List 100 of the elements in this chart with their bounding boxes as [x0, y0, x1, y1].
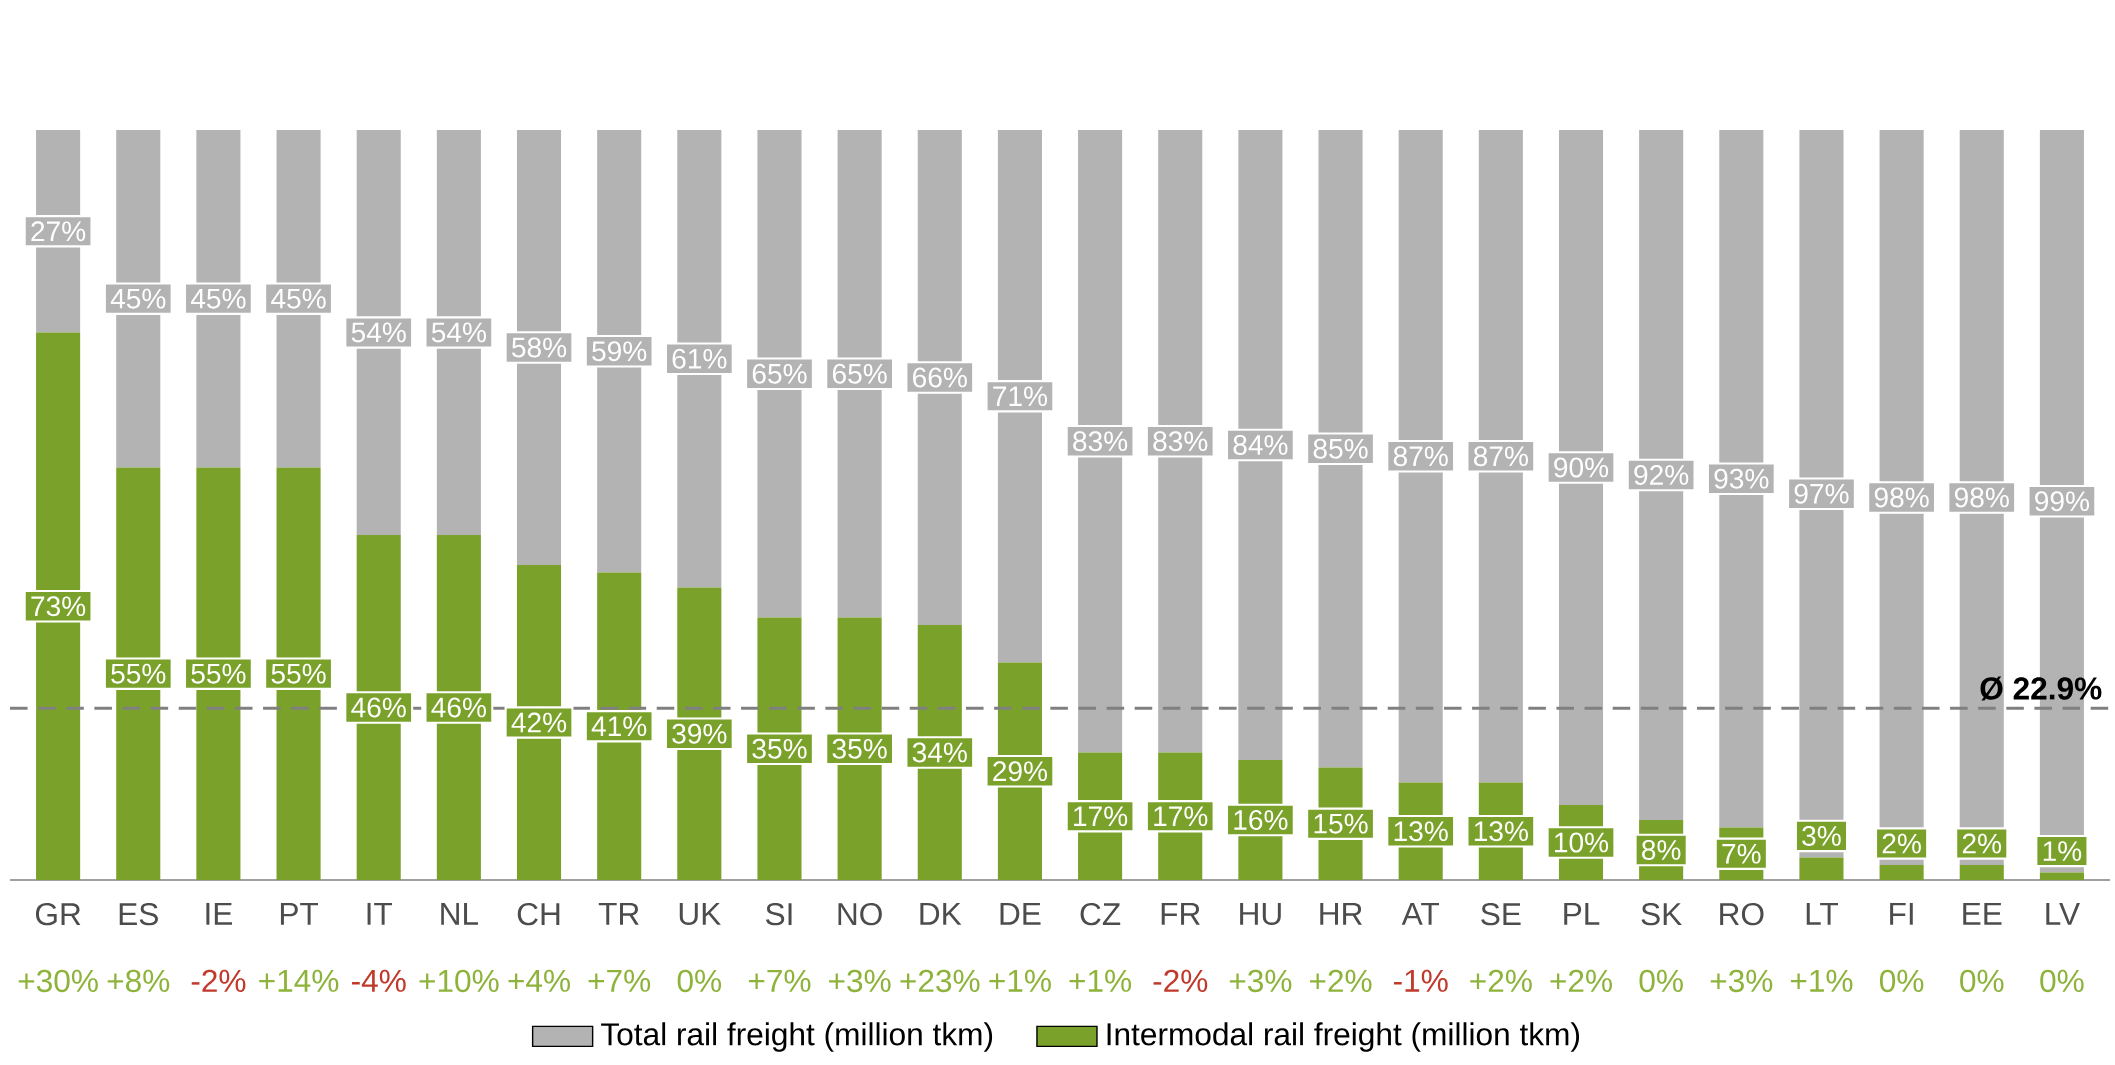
data-label: 17%	[1154, 806, 1208, 827]
data-label: 58%	[511, 337, 567, 358]
x-tick-label: NO	[838, 902, 882, 926]
x-tick-label: FI	[1890, 902, 1913, 925]
data-label: 46%	[351, 697, 406, 718]
data-label: 17%	[1074, 806, 1128, 827]
data-label: 54%	[431, 322, 486, 343]
legend-label: Intermodal rail freight (million tkm)	[1107, 1022, 1580, 1052]
x-tick-label: RO	[1720, 902, 1764, 926]
text: +2%	[1550, 969, 1612, 992]
text: -2%	[191, 969, 246, 992]
data-label: 42%	[511, 712, 567, 733]
text: 0%	[1960, 969, 2004, 993]
data-label: 13%	[1474, 821, 1528, 842]
x-tick-label: ES	[119, 902, 158, 926]
text: -1%	[1394, 969, 1448, 992]
data-label: 92%	[1634, 465, 1689, 485]
text: +3%	[829, 969, 891, 993]
data-label: 45%	[271, 288, 326, 309]
data-label: 39%	[672, 723, 727, 744]
data-label: 15%	[1314, 813, 1368, 834]
x-tick-label: FR	[1161, 902, 1200, 925]
x-tick-label: HR	[1320, 902, 1362, 925]
x-tick-label: AT	[1401, 902, 1439, 925]
x-tick-label: SE	[1481, 902, 1521, 926]
text: +23%	[900, 969, 980, 993]
x-tick-label: SK	[1641, 902, 1682, 926]
text: +1%	[1790, 969, 1853, 992]
x-tick-label: NL	[441, 902, 479, 925]
data-label: 84%	[1233, 435, 1288, 455]
data-label: 55%	[111, 663, 166, 684]
data-label: 1%	[2043, 841, 2082, 861]
data-label: 61%	[672, 348, 727, 369]
data-label: 35%	[752, 738, 807, 759]
data-label: 35%	[832, 738, 887, 759]
data-label: 97%	[1794, 483, 1849, 504]
data-label: 13%	[1394, 821, 1448, 842]
x-tick-label: LT	[1806, 902, 1838, 925]
text: +3%	[1229, 969, 1292, 993]
data-label: 93%	[1714, 468, 1769, 489]
data-label: 59%	[592, 341, 647, 362]
x-tick-label: PT	[280, 902, 319, 925]
data-label: 10%	[1555, 832, 1609, 853]
x-tick-label: SI	[765, 902, 792, 926]
data-label: 87%	[1473, 446, 1528, 467]
data-label: 65%	[752, 363, 807, 384]
x-tick-label: CZ	[1080, 902, 1121, 926]
x-tick-label: CH	[517, 902, 560, 926]
legend-label: Total rail freight (million tkm)	[601, 1022, 993, 1052]
text: +7%	[748, 969, 811, 992]
data-label: 66%	[913, 367, 967, 388]
x-tick-label: IT	[367, 902, 393, 925]
data-label: 85%	[1313, 438, 1368, 459]
text: 0%	[1639, 969, 1683, 993]
text: -2%	[1153, 969, 1208, 992]
data-label: 55%	[271, 663, 326, 684]
data-label: 98%	[1874, 487, 1929, 508]
data-label: 29%	[993, 761, 1048, 782]
text: 0%	[2040, 969, 2084, 993]
text: +4%	[508, 969, 570, 992]
data-label: 41%	[591, 716, 647, 737]
data-label: 45%	[190, 288, 246, 309]
data-label: 73%	[31, 596, 86, 617]
text: +3%	[1710, 969, 1773, 993]
x-tick-label: HU	[1240, 902, 1281, 926]
data-label: 45%	[110, 288, 166, 309]
text: +2%	[1309, 969, 1372, 992]
x-tick-label: DK	[920, 902, 962, 925]
text: 0%	[1879, 969, 1924, 993]
data-label: 99%	[2035, 491, 2090, 512]
text: +10%	[419, 969, 499, 993]
data-label: 65%	[832, 363, 887, 384]
data-label: 2%	[1962, 833, 2002, 854]
data-label: 83%	[1153, 431, 1208, 452]
text: +14%	[259, 969, 339, 992]
data-label: 3%	[1802, 825, 1841, 846]
x-tick-label: PL	[1564, 902, 1600, 925]
text: +2%	[1470, 969, 1532, 992]
data-label: 46%	[431, 697, 486, 718]
x-tick-label: IE	[206, 902, 232, 925]
text: +30%	[18, 969, 98, 993]
x-tick-label: LV	[2046, 902, 2080, 925]
data-label: 34%	[912, 742, 967, 763]
data-label: 98%	[1954, 487, 2009, 508]
data-label: 2%	[1882, 833, 1921, 854]
data-label: 8%	[1642, 840, 1681, 860]
text: +1%	[1069, 969, 1132, 992]
ref-line-label: Ø 22.9%	[1980, 676, 2102, 701]
text: +1%	[989, 969, 1051, 992]
data-label: 71%	[993, 386, 1048, 407]
text: 0%	[677, 969, 722, 993]
data-label: 87%	[1393, 446, 1448, 467]
data-label: 16%	[1234, 810, 1288, 830]
x-tick-label: DE	[1000, 902, 1041, 925]
text: +7%	[588, 969, 651, 992]
x-tick-label: TR	[598, 902, 639, 925]
data-label: 55%	[191, 663, 246, 684]
data-label: 27%	[31, 221, 86, 242]
data-label: 90%	[1554, 457, 1609, 478]
x-tick-label: GR	[35, 902, 81, 926]
